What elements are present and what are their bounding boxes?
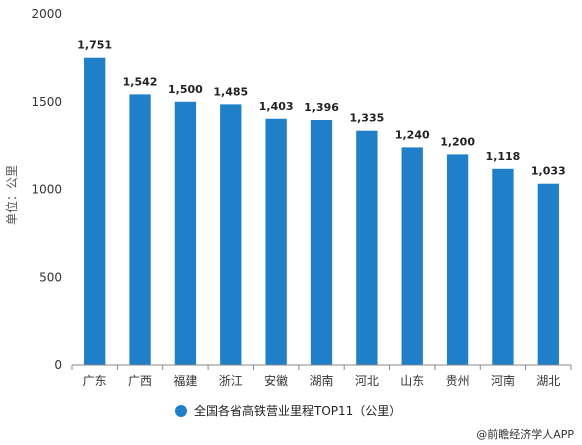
data-label: 1,751 — [77, 39, 112, 52]
bar-广西 — [129, 94, 151, 365]
data-label: 1,485 — [213, 85, 248, 98]
x-tick-label: 湖北 — [536, 373, 560, 388]
bar-广东 — [84, 57, 106, 366]
data-label: 1,500 — [168, 83, 203, 96]
x-tick-label: 河北 — [355, 374, 379, 388]
x-tick-label: 广西 — [128, 374, 152, 388]
x-tick-label: 浙江 — [219, 374, 243, 388]
bar-湖南 — [310, 120, 333, 365]
x-tick-label: 山东 — [400, 374, 424, 388]
data-label: 1,033 — [531, 165, 566, 178]
x-tick-label: 湖南 — [309, 373, 333, 388]
x-tick-label: 河南 — [491, 373, 515, 388]
bar-贵州 — [446, 154, 469, 365]
data-label: 1,200 — [440, 135, 475, 148]
x-tick-label: 贵州 — [446, 374, 470, 388]
bars — [84, 57, 559, 366]
x-axis: 广东 广西 福建 浙江 安徽 湖南 河北 山东 贵州 河南 湖北 — [71, 364, 572, 388]
y-axis-ticks: 0 500 1000 1500 2000 — [31, 7, 62, 372]
data-label: 1,403 — [259, 100, 294, 113]
y-tick-label: 1000 — [31, 183, 62, 197]
y-tick-label: 1500 — [31, 95, 62, 109]
source-credit: @前瞻经济学人APP — [476, 427, 574, 441]
data-label: 1,542 — [123, 75, 158, 88]
bar-湖北 — [537, 183, 559, 365]
x-tick-label: 福建 — [173, 373, 197, 388]
bar-山东 — [401, 147, 423, 365]
bar-浙江 — [220, 104, 242, 365]
data-labels: 1,751 1,542 1,500 1,485 1,403 1,396 1,335 1,240… — [77, 39, 565, 178]
bar-安徽 — [265, 118, 287, 365]
y-tick-label: 500 — [39, 270, 62, 284]
y-tick-label: 2000 — [31, 7, 62, 21]
legend-marker — [175, 405, 187, 417]
bar-河北 — [356, 130, 378, 365]
x-tick-label: 广东 — [83, 374, 107, 388]
y-tick-label: 0 — [54, 358, 62, 372]
y-axis-label: 单位：公里 — [4, 165, 19, 225]
data-label: 1,396 — [304, 101, 339, 114]
legend: 全国各省高铁营业里程TOP11（公里） — [175, 403, 401, 418]
legend-label: 全国各省高铁营业里程TOP11（公里） — [194, 403, 401, 418]
data-label: 1,118 — [486, 150, 521, 163]
bar-河南 — [492, 168, 514, 365]
data-label: 1,335 — [349, 112, 384, 125]
x-tick-label: 安徽 — [264, 373, 288, 388]
data-label: 1,240 — [395, 128, 430, 141]
bar-福建 — [174, 101, 197, 365]
